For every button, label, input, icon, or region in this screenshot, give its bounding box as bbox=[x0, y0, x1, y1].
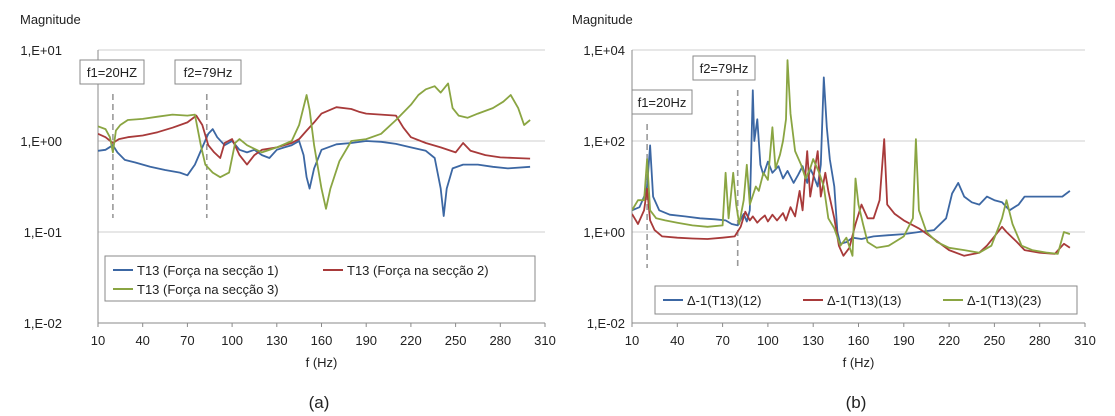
annotation-label: f1=20HZ bbox=[87, 65, 137, 80]
legend-box bbox=[104, 255, 536, 302]
annotation-label: f1=20Hz bbox=[638, 95, 687, 110]
annotation-box bbox=[174, 59, 242, 85]
x-tick-label: 160 bbox=[311, 333, 333, 348]
x-tick-label: 190 bbox=[893, 333, 915, 348]
legend-label: Δ-1(T13)(12) bbox=[687, 293, 761, 308]
y-tick-label: 1,E+00 bbox=[583, 225, 625, 240]
y-tick-label: 1,E-02 bbox=[587, 316, 625, 331]
x-axis-label: f (Hz) bbox=[843, 355, 875, 370]
x-tick-label: 40 bbox=[670, 333, 684, 348]
x-tick-label: 310 bbox=[1074, 333, 1096, 348]
series-line-3 bbox=[98, 82, 531, 210]
y-axis-label: Magnitude bbox=[20, 12, 81, 27]
x-tick-label: 250 bbox=[984, 333, 1006, 348]
x-tick-label: 130 bbox=[802, 333, 824, 348]
series-line-2 bbox=[98, 106, 531, 166]
panel-label: (a) bbox=[309, 393, 330, 412]
x-tick-label: 100 bbox=[757, 333, 779, 348]
y-tick-label: 1,E+00 bbox=[20, 134, 62, 149]
x-tick-label: 10 bbox=[625, 333, 639, 348]
x-tick-label: 220 bbox=[400, 333, 422, 348]
legend-box bbox=[654, 285, 1078, 315]
annotation-box bbox=[79, 59, 145, 85]
legend: Δ-1(T13)(12) Δ-1(T13)(13) Δ-1(T13)(23) bbox=[654, 285, 1078, 315]
legend-label: T13 (Força na secção 1) bbox=[137, 263, 279, 278]
x-tick-label: 130 bbox=[266, 333, 288, 348]
y-tick-label: 1,E+04 bbox=[583, 43, 625, 58]
y-axis-label: Magnitude bbox=[572, 12, 633, 27]
y-tick-label: 1,E-01 bbox=[24, 225, 62, 240]
x-tick-label: 190 bbox=[355, 333, 377, 348]
chart-panel-a: Magnitude 1,E+01 1,E+00 1,E-01 1,E-02 10 40 70 1… bbox=[20, 12, 556, 412]
legend-label: T13 (Força na secção 2) bbox=[347, 263, 489, 278]
annotation-label: f2=79Hz bbox=[184, 65, 233, 80]
y-tick-label: 1,E+02 bbox=[583, 134, 625, 149]
x-tick-label: 250 bbox=[445, 333, 467, 348]
legend-label: T13 (Força na secção 3) bbox=[137, 282, 279, 297]
annotation-label: f2=79Hz bbox=[700, 61, 749, 76]
legend-label: Δ-1(T13)(23) bbox=[967, 293, 1041, 308]
y-tick-label: 1,E-02 bbox=[24, 316, 62, 331]
legend-label: Δ-1(T13)(13) bbox=[827, 293, 901, 308]
x-tick-label: 220 bbox=[938, 333, 960, 348]
series-line-1 bbox=[98, 128, 531, 217]
series-line-2 bbox=[632, 138, 1071, 257]
x-tick-label: 100 bbox=[221, 333, 243, 348]
x-tick-label: 70 bbox=[180, 333, 194, 348]
x-tick-label: 280 bbox=[489, 333, 511, 348]
x-tick-label: 310 bbox=[534, 333, 556, 348]
x-tick-label: 10 bbox=[91, 333, 105, 348]
legend: T13 (Força na secção 1) T13 (Força na sec… bbox=[104, 255, 536, 302]
x-tick-label: 70 bbox=[715, 333, 729, 348]
series-line-1 bbox=[632, 76, 1071, 245]
x-tick-label: 280 bbox=[1029, 333, 1051, 348]
annotation-box bbox=[692, 55, 756, 81]
x-axis-label: f (Hz) bbox=[306, 355, 338, 370]
x-tick-label: 160 bbox=[848, 333, 870, 348]
x-tick-label: 40 bbox=[135, 333, 149, 348]
panel-label: (b) bbox=[846, 393, 867, 412]
y-tick-label: 1,E+01 bbox=[20, 43, 62, 58]
series-line-3 bbox=[632, 59, 1071, 257]
annotation-box bbox=[631, 89, 693, 115]
